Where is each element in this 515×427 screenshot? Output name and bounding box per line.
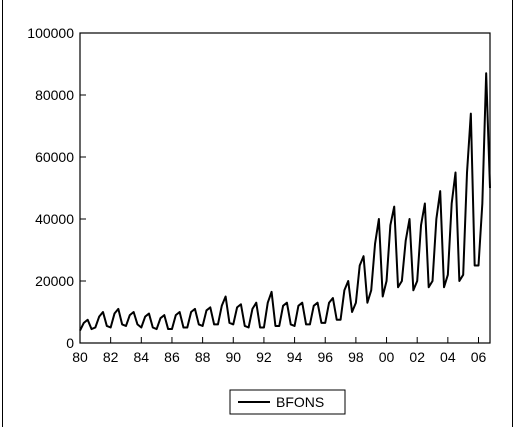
y-tick-label: 40000 [35,211,74,227]
x-tick-label: 04 [440,349,456,365]
series-layer [79,72,491,332]
x-tick-label: 96 [317,349,333,365]
y-tick-label: 60000 [35,149,74,165]
legend-entry-bfons: BFONS [276,394,324,410]
series-line-bfons [79,72,491,332]
plot-area [79,32,491,344]
y-tick-label: 100000 [27,25,74,41]
x-tick-label: 00 [379,349,395,365]
x-tick-label: 02 [409,349,425,365]
x-tick-label: 84 [134,349,150,365]
x-tick-label: 86 [164,349,180,365]
x-tick-label: 98 [348,349,364,365]
x-tick-label: 92 [256,349,272,365]
x-axis: 80 82 84 86 88 90 92 94 96 98 00 02 04 06 [72,337,487,365]
legend: BFONS [229,389,346,415]
y-axis: 0 20000 40000 60000 80000 100000 [27,25,86,351]
x-tick-label: 80 [72,349,88,365]
x-tick-label: 06 [471,349,487,365]
x-tick-label: 82 [103,349,119,365]
y-tick-label: 20000 [35,273,74,289]
y-tick-label: 80000 [35,87,74,103]
x-tick-label: 90 [225,349,241,365]
y-tick-label: 0 [66,335,74,351]
x-tick-label: 88 [195,349,211,365]
x-tick-label: 94 [287,349,303,365]
